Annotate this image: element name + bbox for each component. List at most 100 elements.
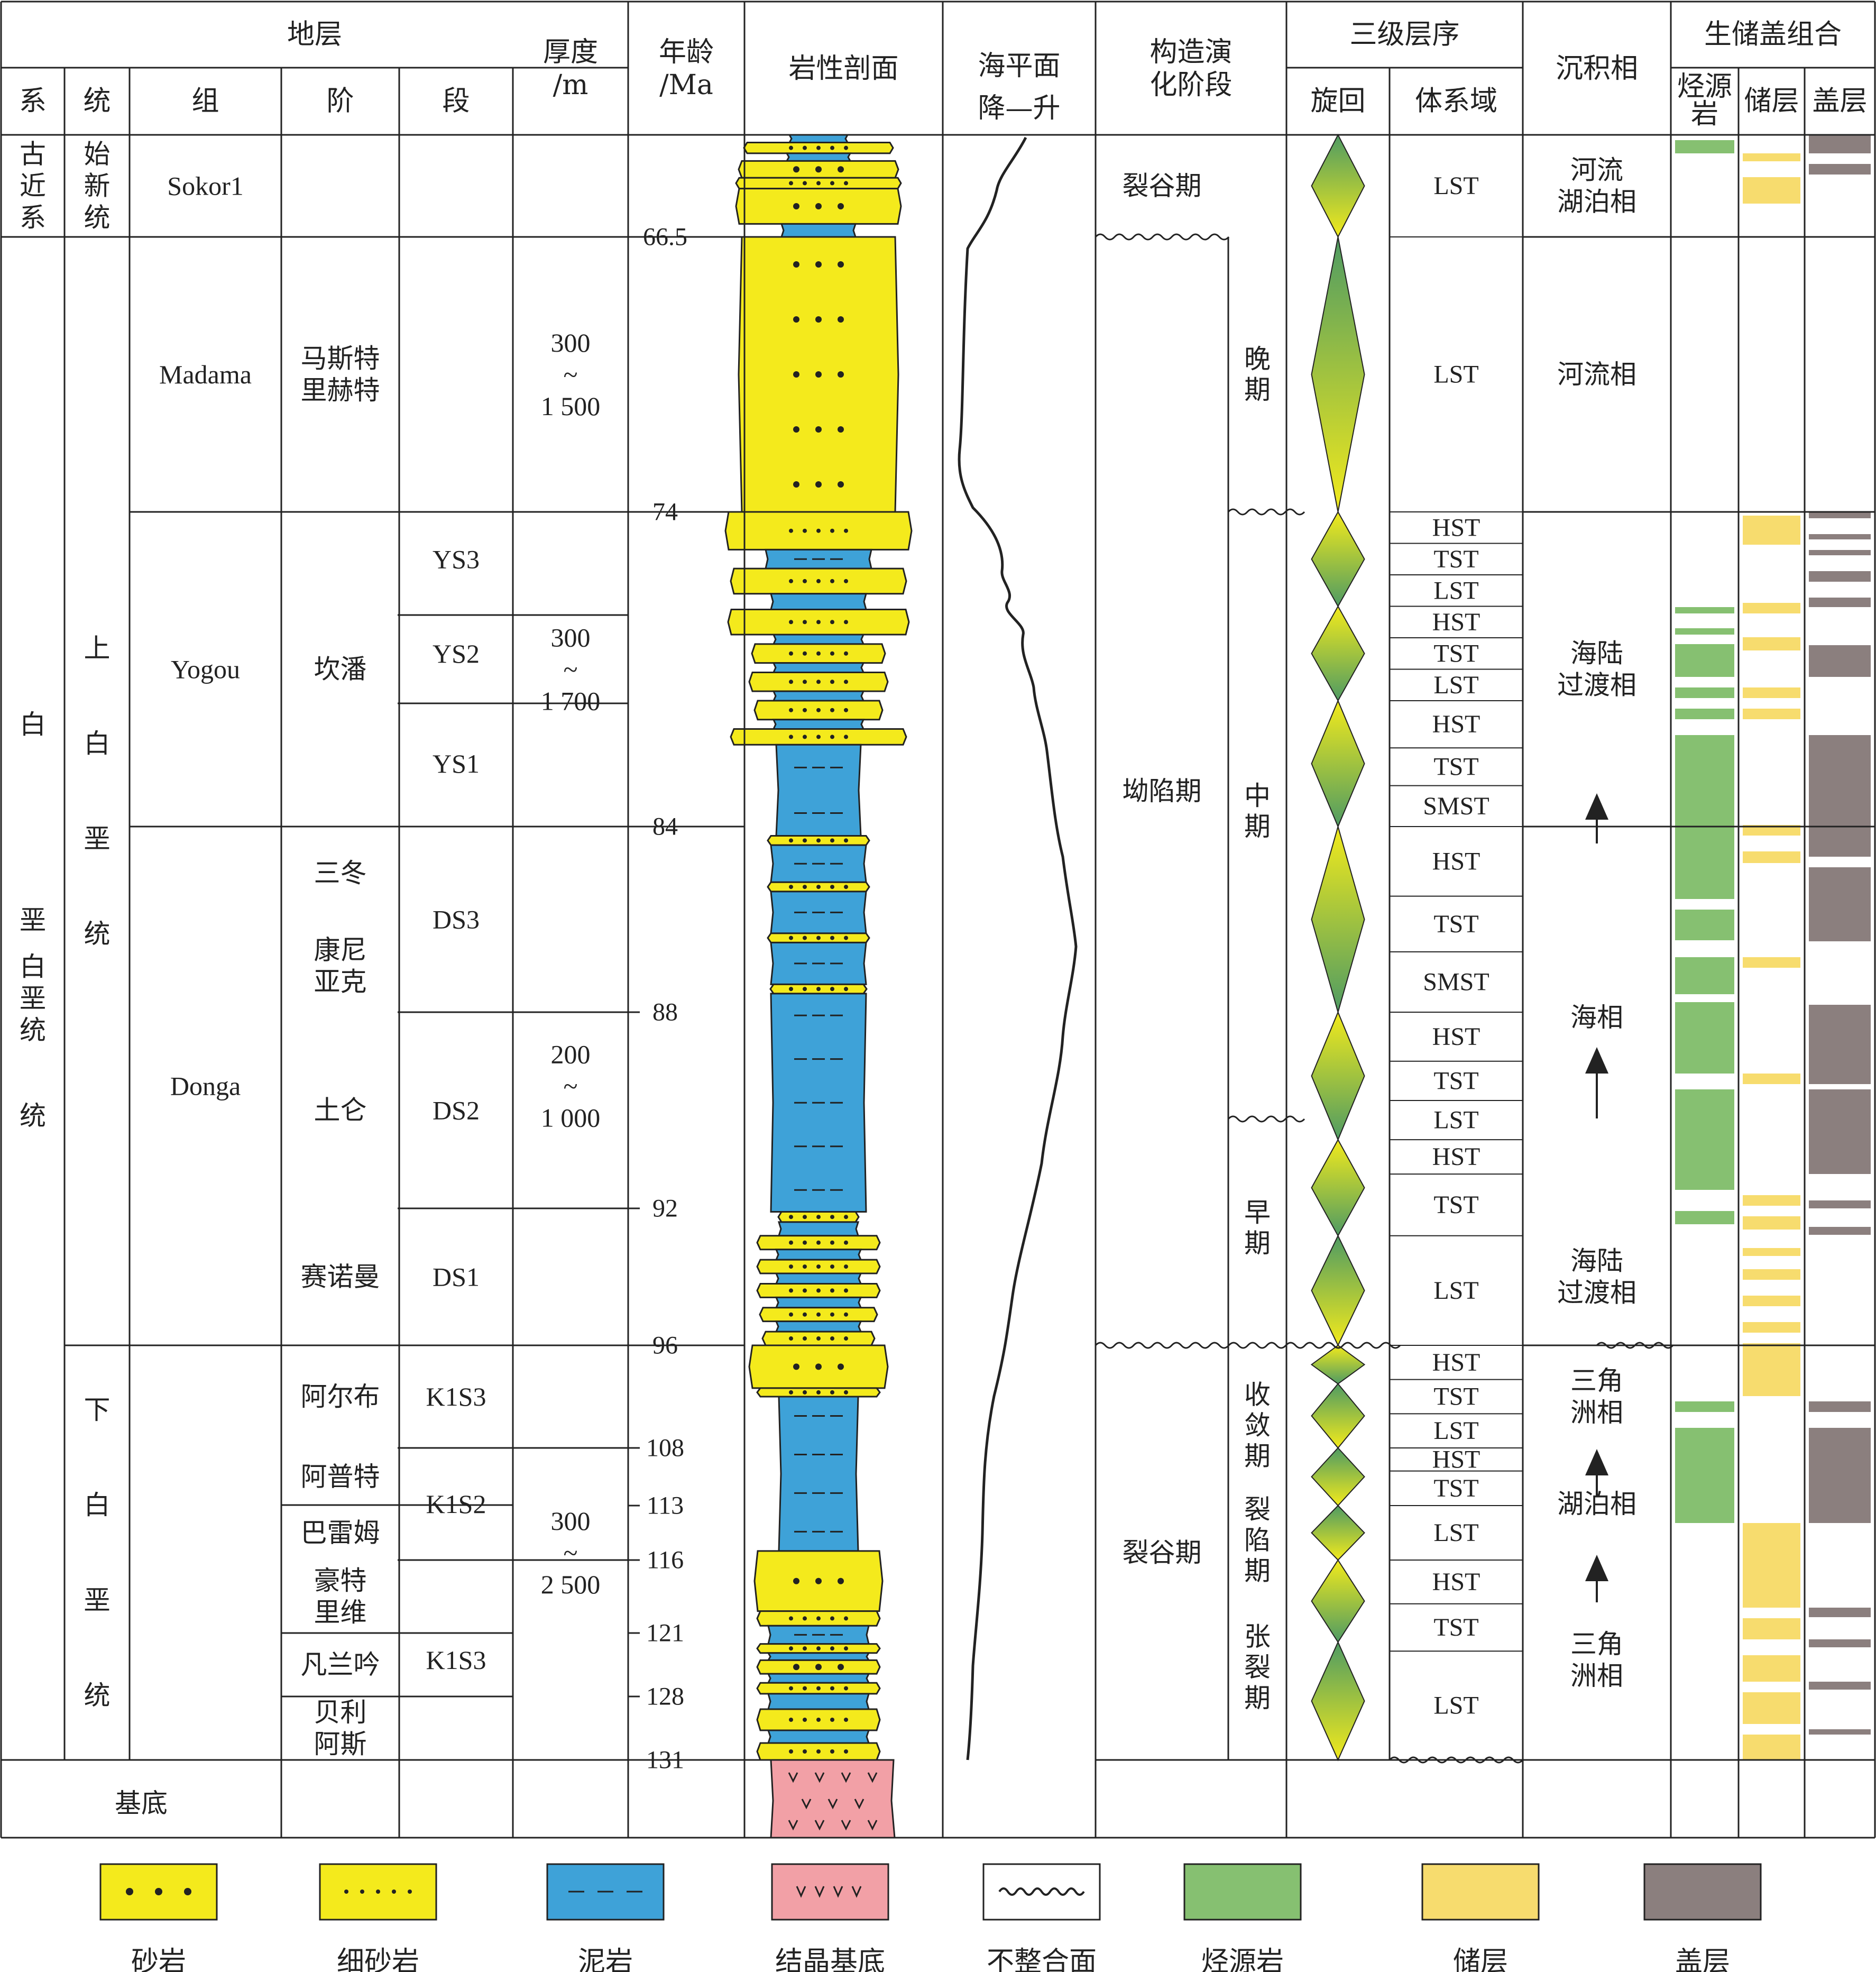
sand-dot: [838, 203, 844, 209]
header-source: 岩: [1691, 98, 1718, 130]
fine-sand-dot: [803, 1288, 807, 1293]
mudstone-bed: [767, 1693, 870, 1710]
fine-sand-dot: [830, 1646, 834, 1651]
header-stage: 阶: [326, 86, 354, 117]
fine-sand-dot: [789, 181, 793, 186]
mudstone-bed: [775, 1296, 862, 1309]
fine-sand-dot: [803, 735, 807, 739]
fine-sand-dot: [816, 1749, 821, 1754]
fine-sand-dot: [844, 708, 848, 712]
tectonic-substage-label: 敛: [1244, 1410, 1271, 1441]
age-label: 108: [646, 1434, 684, 1462]
mudstone-bed: [772, 662, 865, 673]
stage-label: 康尼: [314, 934, 367, 965]
reservoir-band: [1743, 1692, 1800, 1724]
source-rock-band: [1675, 1002, 1734, 1074]
tectonic-substage-label: 期: [1244, 1441, 1271, 1472]
series-label: 上: [84, 633, 111, 664]
tectonic-substage-label: 收: [1244, 1380, 1271, 1410]
sand-dot: [838, 1664, 844, 1671]
tectonic-substage-label: 期: [1244, 374, 1271, 405]
fine-sand-dot: [816, 1718, 821, 1722]
cap-rock-band: [1809, 1089, 1871, 1174]
cycle-diamond: [1311, 133, 1365, 239]
fine-sand-dot: [830, 181, 834, 186]
stage-label: 里赫特: [301, 375, 380, 406]
basement-mark: [867, 1772, 878, 1783]
age-label: 131: [646, 1746, 684, 1774]
thickness-label: ~: [563, 360, 577, 389]
facies-arrow-head: [1585, 793, 1608, 820]
fine-sand-dot: [844, 735, 848, 739]
cycle-diamond: [1311, 1640, 1365, 1762]
systems-tract-tst: TST: [1433, 910, 1478, 938]
fine-sand-dot: [830, 1749, 834, 1754]
fine-sand-dot: [789, 1288, 793, 1293]
source-rock-band: [1675, 910, 1734, 940]
facies-label: 过渡相: [1557, 670, 1636, 701]
header-age: /Ma: [659, 69, 713, 101]
fine-sand-dot: [789, 735, 793, 739]
cycle-diamond: [1311, 236, 1365, 512]
facies-label: 海陆: [1570, 638, 1623, 669]
systems-tract-lst: LST: [1433, 671, 1478, 699]
legend-basement-mark: [833, 1886, 843, 1898]
fine-sand-dot: [803, 1240, 807, 1245]
fine-sand-dot: [844, 1749, 848, 1754]
reservoir-band: [1743, 1195, 1800, 1206]
cycle-diamond: [1311, 1447, 1365, 1507]
fine-sand-dot: [816, 1390, 821, 1395]
mudstone-bed: [767, 1673, 870, 1684]
legend-label-sandstone: 砂岩: [131, 1946, 186, 1972]
reservoir-band: [1743, 1343, 1800, 1396]
fine-sand-dot: [789, 145, 793, 150]
cap-rock-band: [1809, 1227, 1871, 1235]
member-label: YS2: [433, 639, 480, 668]
cap-rock-band: [1809, 867, 1871, 941]
fine-sand-dot: [816, 1288, 821, 1293]
systems-tract-tst: TST: [1433, 545, 1478, 573]
member-label: K1S3: [426, 1645, 486, 1675]
sand-dot: [793, 481, 799, 488]
cap-rock-band: [1809, 512, 1871, 518]
legend-sand-dot: [184, 1888, 191, 1895]
tectonic-stage-label: 坳陷期: [1123, 776, 1202, 806]
reservoir-band: [1743, 1248, 1800, 1256]
legend-sand-dot: [126, 1888, 133, 1895]
cap-rock-band: [1809, 1200, 1871, 1208]
cap-rock-band: [1809, 1729, 1871, 1735]
cap-rock-band: [1809, 598, 1871, 607]
age-label: 121: [646, 1619, 684, 1647]
fine-sand-dot: [803, 1312, 807, 1317]
fine-sand-dot: [830, 1240, 834, 1245]
fine-sand-dot: [844, 1240, 848, 1245]
fine-sand-dot: [789, 651, 793, 656]
formation-label: Yogou: [171, 655, 240, 684]
legend-fine-dot: [360, 1890, 364, 1894]
tectonic-substage-label: 中: [1244, 781, 1271, 811]
fine-sand-dot: [789, 1390, 793, 1395]
legend-label-unconformity: 不整合面: [987, 1946, 1097, 1972]
formation-label: Madama: [159, 360, 252, 389]
source-rock-band: [1675, 140, 1734, 153]
legend-label-reservoir: 储层: [1453, 1946, 1508, 1972]
system-label: 白: [20, 951, 46, 982]
fine-sand-dot: [816, 1312, 821, 1317]
thickness-label: 1 500: [541, 391, 601, 421]
sand-dot: [793, 316, 799, 323]
cap-rock-band: [1809, 571, 1871, 582]
tectonic-substage-label: 裂: [1244, 1652, 1271, 1683]
unconformity-line: [1095, 1342, 1401, 1349]
basement-bed: [770, 1759, 896, 1839]
header-thickness: /m: [553, 69, 588, 101]
source-rock-band: [1675, 607, 1734, 613]
cap-rock-band: [1809, 534, 1871, 539]
fine-sand-dot: [830, 1215, 834, 1219]
mudstone-bed: [775, 1272, 862, 1285]
fine-sand-dot: [844, 620, 848, 625]
fine-sand-dot: [816, 1264, 821, 1269]
systems-tract-tst: TST: [1433, 1067, 1478, 1095]
systems-tract-tst: TST: [1433, 1613, 1478, 1641]
series-label: 白: [84, 1490, 111, 1520]
